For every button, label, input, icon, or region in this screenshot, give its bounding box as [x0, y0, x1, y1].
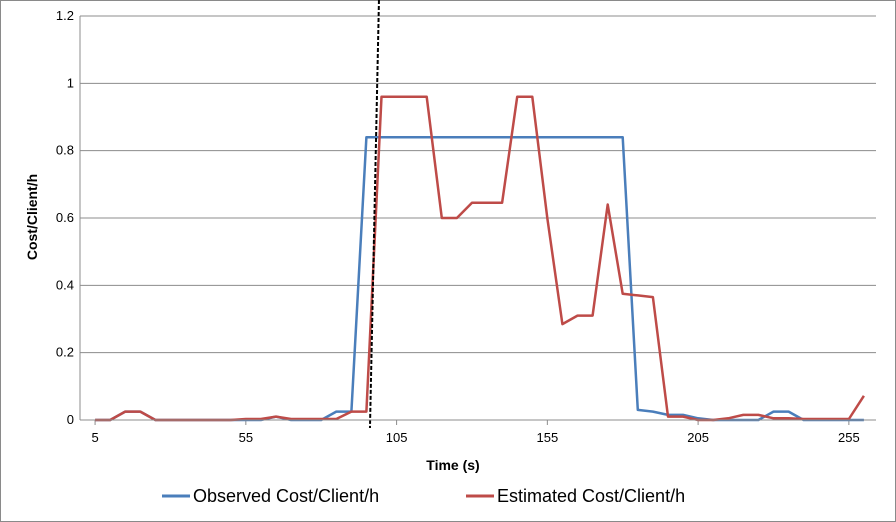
x-axis-title: Time (s)	[426, 457, 479, 473]
x-tick-label: 55	[239, 430, 253, 445]
y-tick-label: 1	[67, 75, 74, 90]
y-tick-label: 0.8	[56, 143, 74, 158]
x-tick-label: 105	[386, 430, 408, 445]
y-axis-title: Cost/Client/h	[24, 174, 40, 260]
y-tick-label: 1.2	[56, 8, 74, 23]
reference-dashed-line	[368, 0, 380, 429]
y-tick-label: 0	[67, 412, 74, 427]
observed-series-line	[95, 135, 864, 422]
y-tick-label: 0.6	[56, 210, 74, 225]
gridlines	[80, 15, 876, 354]
y-tick-label: 0.4	[56, 277, 74, 292]
y-tick-labels: 0 0.2 0.4 0.6 0.8 1 1.2	[56, 8, 74, 427]
x-tick-label: 155	[536, 430, 558, 445]
x-ticks: 5 55 105 155 205 255	[91, 420, 860, 445]
y-tick-label: 0.2	[56, 345, 74, 360]
legend-label-observed: Observed Cost/Client/h	[193, 486, 379, 506]
legend-label-estimated: Estimated Cost/Client/h	[497, 486, 685, 506]
axes	[79, 16, 876, 421]
x-tick-label: 255	[838, 430, 860, 445]
x-tick-label: 5	[91, 430, 98, 445]
x-tick-label: 205	[687, 430, 709, 445]
legend: Observed Cost/Client/h Estimated Cost/Cl…	[162, 486, 685, 506]
series-group	[95, 95, 865, 422]
estimated-series-line	[95, 95, 865, 422]
